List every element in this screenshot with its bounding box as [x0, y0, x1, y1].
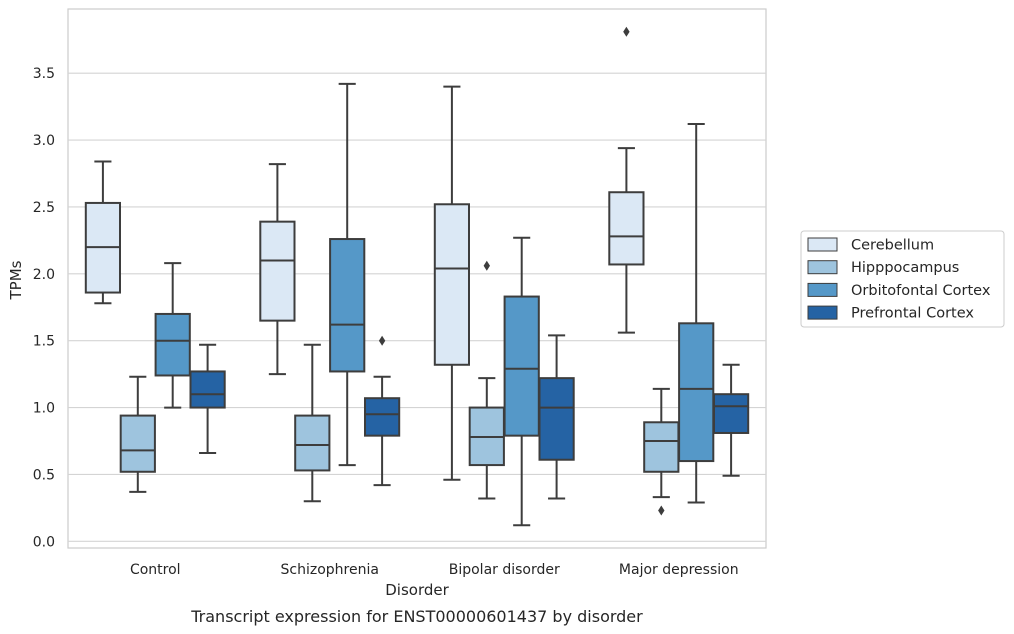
box-group: [608, 26, 645, 334]
y-axis-label: TPMs: [7, 260, 25, 300]
legend: Cerebellum Hipppocampus Orbitofontal Corte…: [800, 230, 1005, 328]
y-tick-label: 2.5: [33, 200, 55, 216]
boxes: [84, 26, 750, 527]
box-group: [538, 334, 575, 500]
y-tick-label: 1.5: [33, 334, 55, 350]
y-tick-label: 0.0: [33, 534, 55, 550]
box: [363, 397, 401, 437]
legend-swatch: [807, 260, 838, 275]
legend-swatch: [807, 237, 838, 252]
box: [294, 414, 331, 472]
y-tick-label: 3.5: [33, 66, 55, 82]
legend-swatch: [807, 282, 838, 297]
legend-label: Orbitofontal Cortex: [851, 283, 991, 299]
box: [643, 421, 680, 473]
y-tick-label: 3.0: [33, 133, 55, 149]
box-group: [119, 375, 156, 493]
box: [259, 220, 296, 322]
x-tick-labels: Control Schizophrenia Bipolar disorder Majo…: [130, 562, 739, 578]
box: [154, 312, 191, 377]
x-tick-label: Control: [130, 562, 181, 578]
box: [608, 191, 645, 266]
box-group: [189, 343, 226, 455]
box: [433, 203, 471, 366]
y-tick-label: 1.0: [33, 401, 55, 417]
box-group: [643, 387, 680, 516]
box-group: [433, 85, 471, 481]
box: [329, 238, 366, 373]
box-group: [503, 236, 540, 527]
box: [678, 322, 715, 463]
grid-lines: [68, 72, 766, 542]
box: [503, 295, 540, 437]
box: [712, 393, 750, 434]
box-group: [329, 82, 366, 467]
y-tick-labels: 0.0 0.5 1.0 1.5 2.0 2.5 3.0 3.5: [33, 66, 55, 550]
box-group: [678, 123, 715, 504]
box-group: [294, 343, 331, 503]
box-group: [84, 160, 122, 305]
legend-label: Hipppocampus: [851, 260, 959, 276]
chart-caption: Transcript expression for ENST0000060143…: [190, 607, 643, 626]
outlier-marker: [378, 335, 386, 346]
legend-frame: [800, 230, 1005, 328]
box-group: [154, 262, 191, 409]
y-tick-label: 0.5: [33, 467, 55, 483]
box: [189, 370, 226, 409]
outlier-marker: [658, 505, 665, 516]
outlier-marker: [483, 260, 490, 271]
outlier-marker: [623, 26, 630, 37]
legend-label: Cerebellum: [851, 238, 934, 254]
x-tick-label: Bipolar disorder: [449, 562, 560, 578]
x-tick-label: Schizophrenia: [281, 562, 379, 578]
legend-label: Prefrontal Cortex: [851, 306, 974, 322]
legend-swatch: [807, 305, 838, 320]
x-tick-label: Major depression: [619, 562, 739, 578]
box: [538, 377, 575, 461]
box-group: [363, 335, 401, 487]
box: [119, 414, 156, 473]
box-group: [259, 163, 296, 376]
y-tick-label: 2.0: [33, 267, 55, 283]
x-axis-label: Disorder: [385, 581, 449, 599]
box-group: [712, 363, 750, 477]
